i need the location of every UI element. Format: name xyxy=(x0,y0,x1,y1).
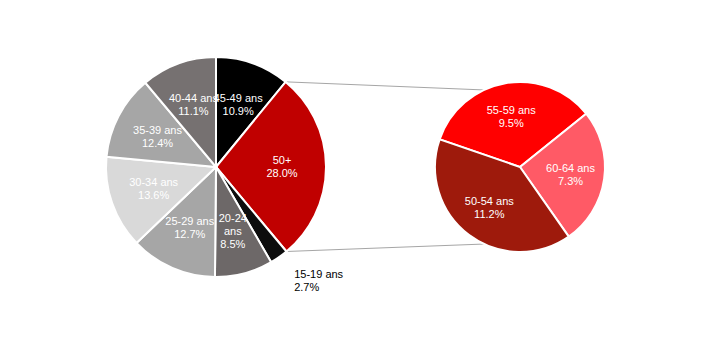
svg-text:20-24ans8.5%: 20-24ans8.5% xyxy=(219,212,247,250)
svg-text:40-44 ans11.1%: 40-44 ans11.1% xyxy=(169,92,218,117)
svg-text:15-19 ans2.7%: 15-19 ans2.7% xyxy=(294,268,343,293)
svg-text:35-39 ans12.4%: 35-39 ans12.4% xyxy=(133,124,182,149)
svg-text:50-54 ans11.2%: 50-54 ans11.2% xyxy=(465,195,514,220)
svg-text:25-29 ans12.7%: 25-29 ans12.7% xyxy=(165,215,214,240)
svg-text:45-49 ans10.9%: 45-49 ans10.9% xyxy=(214,92,263,117)
svg-text:50+28.0%: 50+28.0% xyxy=(266,154,297,179)
svg-text:60-64 ans7.3%: 60-64 ans7.3% xyxy=(546,162,595,187)
svg-text:30-34 ans13.6%: 30-34 ans13.6% xyxy=(129,176,178,201)
svg-text:55-59 ans9.5%: 55-59 ans9.5% xyxy=(487,104,536,129)
